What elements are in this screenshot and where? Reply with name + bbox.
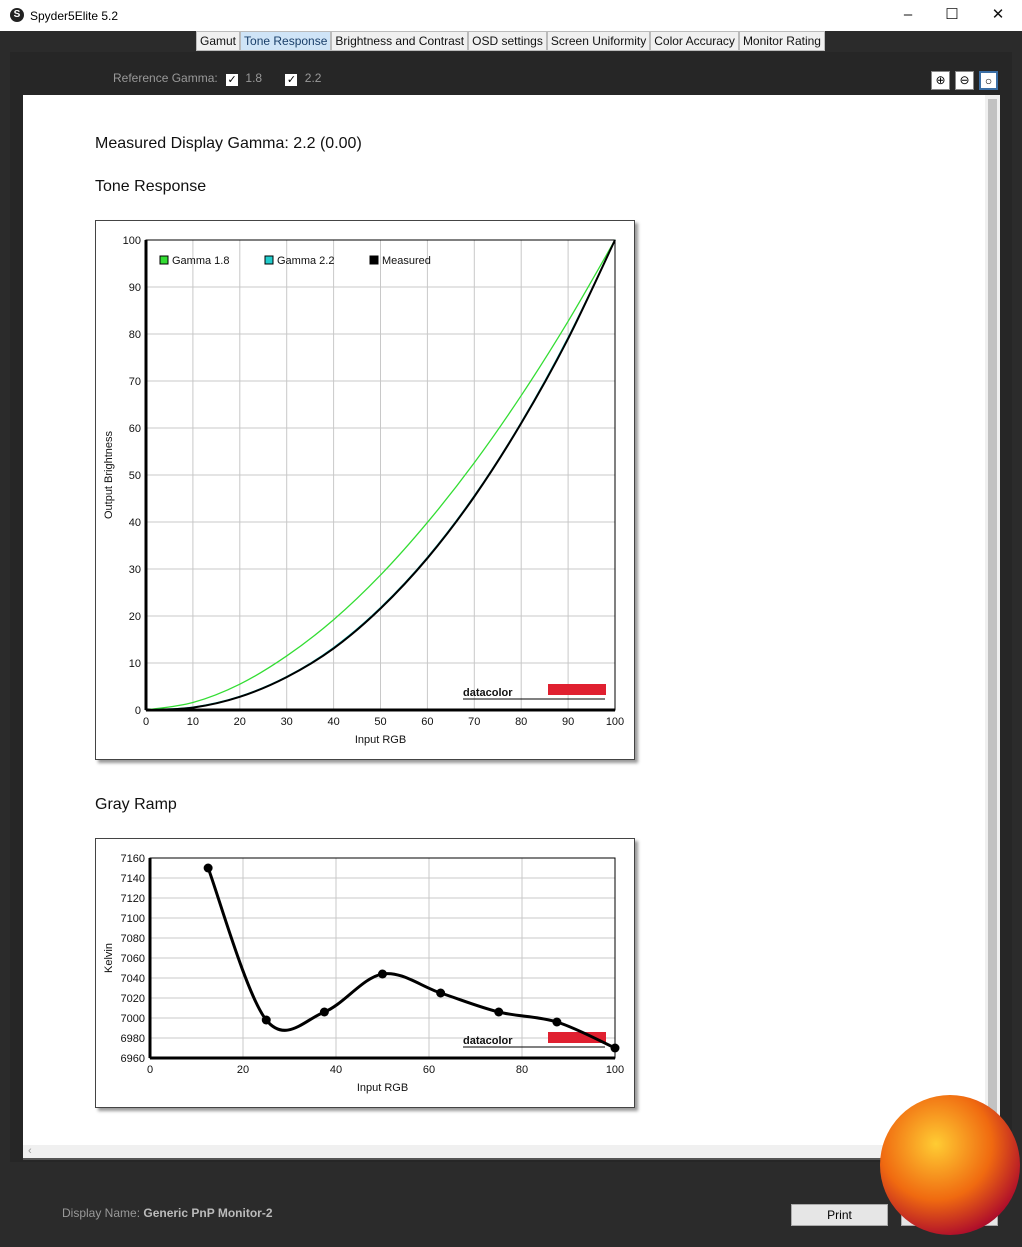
y-tick-label: 20 [129,611,141,623]
x-tick-label: 100 [606,1064,624,1076]
datacolor-logo-text: datacolor [463,687,513,699]
data-point [378,969,387,979]
tab-monitor-rating[interactable]: Monitor Rating [738,31,825,51]
y-tick-label: 7060 [121,953,145,965]
data-point [261,1015,271,1025]
data-point [436,988,446,998]
tone-response-heading: Tone Response [95,178,207,195]
data-point [494,1007,504,1017]
data-point [552,1017,562,1027]
tab-gamut[interactable]: Gamut [196,31,241,51]
series-line-0 [145,239,616,711]
data-point [319,1007,329,1017]
x-tick-label: 80 [515,716,527,728]
y-tick-label: 7020 [121,993,145,1005]
y-tick-label: 7100 [121,913,145,925]
zoom-out-icon[interactable]: ⊖ [955,71,974,90]
gray-ramp-chart: 0 20 40 60 80 100 6960 6980 7000 7020 7040 7060 7080… [95,838,635,1108]
y-tick-label: 0 [135,705,141,717]
x-tick-label: 60 [421,716,433,728]
zoom-in-icon[interactable]: ⊕ [931,71,950,90]
x-tick-label: 70 [468,716,480,728]
y-tick-label: 6980 [121,1033,145,1045]
gamma-18-checkbox[interactable]: ✓ [226,74,239,86]
gamma-22-label: 2.2 [304,71,322,85]
x-tick-label: 90 [562,716,574,728]
display-name-label: Display Name: [62,1206,141,1220]
vertical-scrollbar[interactable] [985,95,1000,1145]
horizontal-scrollbar[interactable]: ‹ [23,1145,1000,1160]
tone-response-chart: 0 10 20 30 40 50 60 70 80 90 100 0 10 20 30 40 50 60 70 80 9… [95,220,635,760]
minimize-button[interactable]: – [903,6,913,23]
gamma-18-label: 1.8 [245,71,263,85]
tab-bar: Gamut Tone Response Brightness and Contr… [196,31,825,51]
y-tick-label: 40 [129,517,141,529]
x-tick-label: 30 [281,716,293,728]
legend-swatch [369,255,379,265]
data-point [203,863,213,873]
data-point [610,1043,620,1053]
y-tick-label: 7040 [121,973,145,985]
tab-brightness-contrast[interactable]: Brightness and Contrast [331,31,469,51]
y-tick-label: 6960 [121,1053,145,1065]
tab-tone-response[interactable]: Tone Response [240,31,332,51]
y-tick-label: 80 [129,329,141,341]
legend-swatch [264,255,274,265]
window-title: Spyder5Elite 5.2 [30,9,119,23]
datacolor-logo-bar [548,1032,606,1043]
y-tick-label: 7140 [121,873,145,885]
y-tick-label: 10 [129,658,141,670]
legend-label: Measured [382,255,431,267]
y-tick-label: 7120 [121,893,145,905]
x-tick-label: 80 [516,1064,528,1076]
y-tick-label: 30 [129,564,141,576]
measured-gamma: Measured Display Gamma: 2.2 (0.00) [95,135,362,152]
y-tick-label: 70 [129,376,141,388]
y-tick-label: 7080 [121,933,145,945]
x-tick-label: 60 [423,1064,435,1076]
y-tick-label: 7160 [121,853,145,865]
x-tick-label: 50 [374,716,386,728]
x-tick-label: 0 [147,1064,153,1076]
scroll-thumb[interactable] [988,99,997,1139]
gray-ramp-heading: Gray Ramp [95,796,177,813]
tab-color-accuracy[interactable]: Color Accuracy [650,31,739,51]
y-tick-label: 60 [129,423,141,435]
reference-gamma-label: Reference Gamma: [113,71,218,85]
maximize-button[interactable]: ☐ [945,6,959,23]
x-tick-label: 40 [327,716,339,728]
reference-gamma: Reference Gamma: ✓ 1.8 ✓ 2.2 [113,71,321,86]
x-axis-label: Input RGB [357,1082,408,1094]
legend-label: Gamma 1.8 [172,255,229,267]
x-tick-label: 10 [187,716,199,728]
legend-swatch [159,255,169,265]
datacolor-logo-bar [548,684,606,695]
print-button[interactable]: Print [791,1204,888,1226]
title-bar: S Spyder5Elite 5.2 – ☐ ✕ [0,0,1022,31]
gamma-22-checkbox[interactable]: ✓ [285,74,298,86]
x-tick-label: 40 [330,1064,342,1076]
x-tick-label: 100 [606,716,624,728]
x-tick-label: 20 [237,1064,249,1076]
legend-label: Gamma 2.2 [277,255,334,267]
y-tick-label: 90 [129,282,141,294]
y-tick-label: 100 [123,235,141,247]
tab-screen-uniformity[interactable]: Screen Uniformity [546,31,651,51]
app-icon: S [10,8,24,22]
tab-osd-settings[interactable]: OSD settings [468,31,547,51]
y-axis-label: Kelvin [103,943,115,973]
display-name-value: Generic PnP Monitor-2 [143,1206,273,1220]
display-name: Display Name: Generic PnP Monitor-2 [62,1206,273,1220]
x-tick-label: 20 [234,716,246,728]
datacolor-logo-text: datacolor [463,1035,513,1047]
y-tick-label: 7000 [121,1013,145,1025]
x-axis-label: Input RGB [355,734,406,746]
close-button[interactable]: ✕ [991,6,1005,23]
y-tick-label: 50 [129,470,141,482]
y-axis-label: Output Brightness [103,430,115,519]
series-line-2 [145,239,616,711]
x-tick-label: 0 [143,716,149,728]
watermark-logo [880,1095,1020,1235]
zoom-fit-icon[interactable]: ○ [979,71,998,90]
